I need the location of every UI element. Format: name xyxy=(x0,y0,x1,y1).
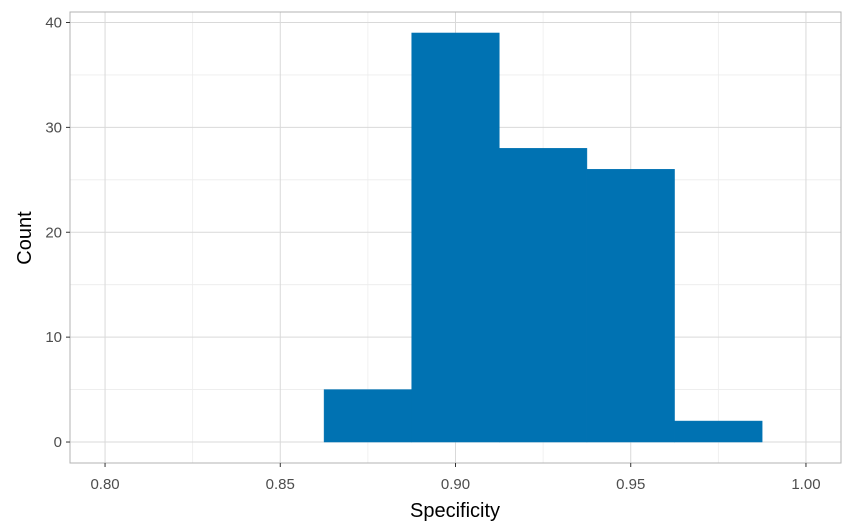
histogram-bar xyxy=(674,420,763,443)
x-tick-label: 0.80 xyxy=(90,476,119,493)
histogram-bar xyxy=(586,169,675,443)
y-tick-label: 30 xyxy=(45,119,62,136)
histogram-bar xyxy=(323,389,412,443)
histogram-bar xyxy=(411,32,500,443)
x-axis-title: Specificity xyxy=(410,500,500,522)
y-tick-label: 20 xyxy=(45,224,62,241)
y-tick-label: 10 xyxy=(45,329,62,346)
y-tick-label: 0 xyxy=(54,434,62,451)
histogram-bar xyxy=(499,148,588,443)
y-tick-label: 40 xyxy=(45,14,62,31)
tick-layer: 0.80 0.85 0.90 0.95 1.00 0 10 20 30 40 xyxy=(45,14,820,493)
y-axis-title: Count xyxy=(14,211,36,265)
x-tick-label: 1.00 xyxy=(791,476,820,493)
x-tick-label: 0.85 xyxy=(266,476,295,493)
x-tick-label: 0.90 xyxy=(441,476,470,493)
x-tick-label: 0.95 xyxy=(616,476,645,493)
bar-layer xyxy=(323,32,763,443)
